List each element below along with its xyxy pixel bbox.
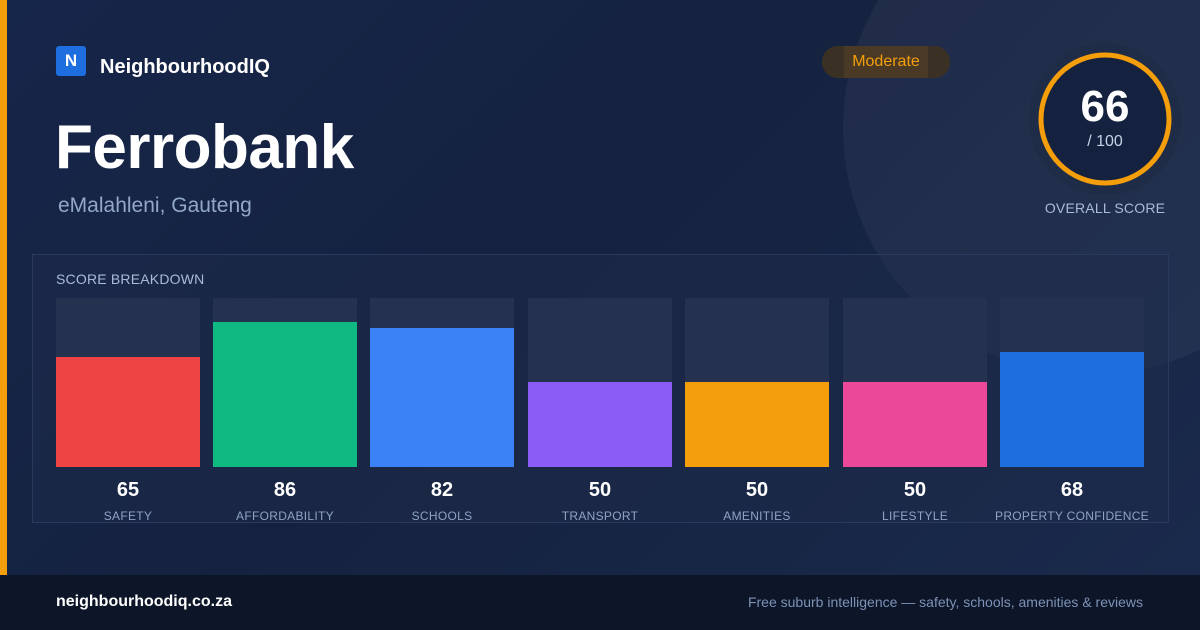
overall-score-value: 66 [1080,82,1130,131]
bar-value: 50 [903,479,927,501]
footer-url[interactable]: neighbourhoodiq.co.za [56,593,232,610]
bar-label: PROPERTY CONFIDENCE [995,509,1149,523]
rating-badge: Moderate [822,46,950,78]
bar-fill [843,382,987,467]
bar-fill [685,382,829,467]
bar-label: AFFORDABILITY [236,509,334,523]
bar-track [56,298,200,467]
bar-value: 86 [273,479,297,501]
overall-score-max: / 100 [1087,133,1123,150]
suburb-location: eMalahleni, Gauteng [58,194,252,217]
suburb-name: Ferrobank [55,113,354,182]
score-breakdown-title: SCORE BREAKDOWN [56,271,205,287]
score-bar-transport: 50 TRANSPORT [528,298,672,523]
footer [0,575,1200,630]
bar-fill [370,328,514,467]
score-bar-affordability: 86 AFFORDABILITY [213,298,357,523]
bar-value: 50 [745,479,769,501]
score-bar-amenities: 50 AMENITIES [685,298,829,523]
rating-badge-label: Moderate [852,53,920,70]
bar-fill [1000,352,1144,467]
bar-value: 50 [588,479,612,501]
brand-name: NeighbourhoodIQ [100,56,270,78]
score-bar-safety: 65 SAFETY [56,298,200,523]
overall-score-gauge: 66 / 100 [1029,43,1181,195]
bar-track [685,298,829,467]
bar-track [213,298,357,467]
bar-track [843,298,987,467]
bar-fill [528,382,672,467]
overall-score-label: OVERALL SCORE [1044,200,1166,216]
bar-label: TRANSPORT [561,509,639,523]
score-ring-icon [1029,43,1181,195]
accent-bar [0,0,7,575]
bar-fill [213,322,357,467]
footer-tagline: Free suburb intelligence — safety, schoo… [747,594,1143,610]
bar-label: SAFETY [103,509,153,523]
score-bar-lifestyle: 50 LIFESTYLE [843,298,987,523]
bar-fill [56,357,200,467]
bar-track [528,298,672,467]
bar-label: AMENITIES [723,509,791,523]
score-bar-schools: 82 SCHOOLS [370,298,514,523]
bar-value: 68 [1060,479,1084,501]
bar-track [1000,298,1144,467]
bar-track [370,298,514,467]
bar-value: 65 [116,479,140,501]
logo-icon: N [56,46,86,76]
bar-value: 82 [430,479,454,501]
bar-label: LIFESTYLE [881,509,949,523]
score-bar-property-confidence: 68 PROPERTY CONFIDENCE [995,298,1149,523]
bar-label: SCHOOLS [411,509,473,523]
